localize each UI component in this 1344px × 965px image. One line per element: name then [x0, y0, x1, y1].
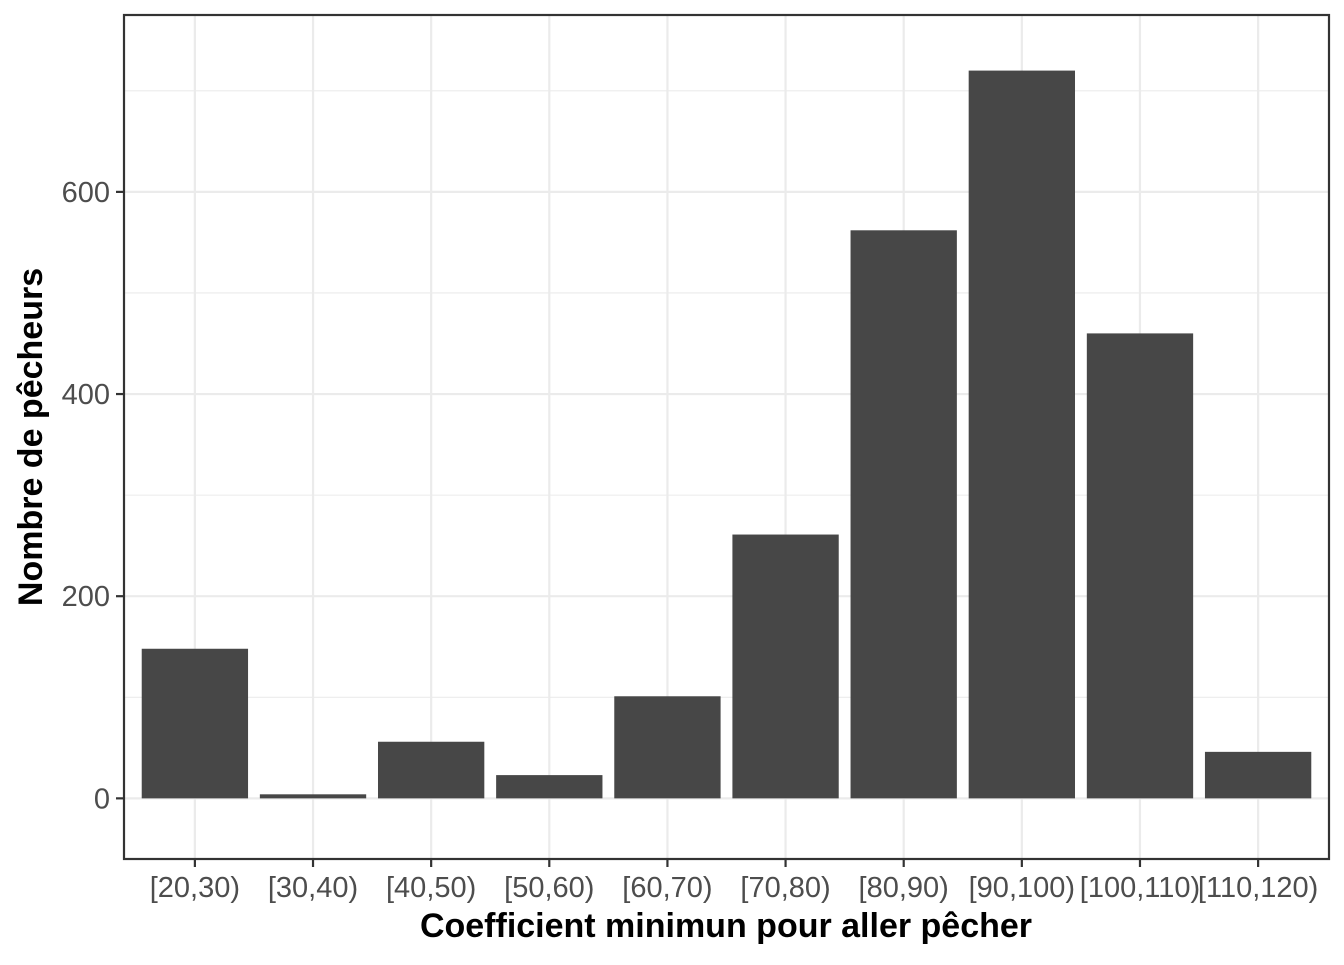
y-tick-label: 600 [62, 177, 110, 209]
x-axis-title: Coefficient minimun pour aller pêcher [420, 907, 1032, 945]
bar [377, 741, 485, 799]
bar [850, 230, 957, 799]
bar [732, 534, 839, 799]
x-tick-label: [90,100) [969, 872, 1075, 904]
ticks-layer: 0 200 400 600 [20,30) [30,40) [40,50) [50,60) [6… [62, 177, 1319, 904]
x-tick-label: [40,50) [386, 872, 476, 904]
x-tick-label: [100,110) [1080, 872, 1200, 904]
bar [614, 696, 721, 799]
y-tick-label: 400 [62, 379, 110, 411]
x-tick-label: [50,60) [504, 872, 594, 904]
x-tick-label: [80,90) [859, 872, 949, 904]
bar [1204, 751, 1312, 799]
y-axis-title: Nombre de pêcheurs [12, 268, 50, 606]
x-tick-label: [110,120) [1198, 872, 1318, 904]
y-tick-label: 200 [62, 581, 110, 613]
bar [1086, 333, 1194, 799]
bar [141, 648, 249, 799]
x-tick-label: [20,30) [150, 872, 240, 904]
panel-border [122, 13, 1331, 861]
bar [259, 794, 367, 799]
x-tick-label: [60,70) [622, 872, 712, 904]
x-tick-label: [30,40) [268, 872, 358, 904]
bar [968, 70, 1076, 799]
x-tick-label: [70,80) [740, 872, 830, 904]
bars-layer [141, 70, 1312, 799]
y-tick-label: 0 [94, 783, 110, 815]
bar [496, 775, 603, 799]
